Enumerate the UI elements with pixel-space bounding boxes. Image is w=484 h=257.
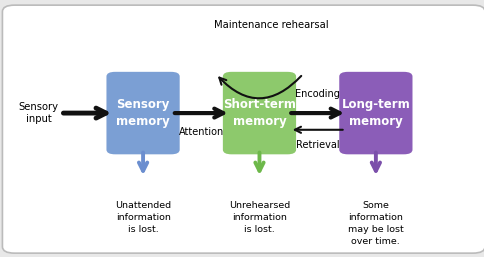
Text: Retrieval: Retrieval <box>295 140 339 150</box>
Text: Sensory
memory: Sensory memory <box>116 98 169 128</box>
Text: Attention: Attention <box>178 127 224 137</box>
FancyBboxPatch shape <box>106 72 179 154</box>
Text: Some
information
may be lost
over time.: Some information may be lost over time. <box>348 201 403 245</box>
FancyBboxPatch shape <box>2 5 484 253</box>
Text: Encoding: Encoding <box>295 89 339 99</box>
Text: Long-term
memory: Long-term memory <box>341 98 409 128</box>
Text: Maintenance rehearsal: Maintenance rehearsal <box>214 20 328 30</box>
Text: Sensory
input: Sensory input <box>19 102 59 124</box>
Text: Unrehearsed
information
is lost.: Unrehearsed information is lost. <box>228 201 289 234</box>
FancyBboxPatch shape <box>222 72 295 154</box>
FancyBboxPatch shape <box>339 72 411 154</box>
Text: Short-term
memory: Short-term memory <box>223 98 295 128</box>
Text: Unattended
information
is lost.: Unattended information is lost. <box>115 201 171 234</box>
